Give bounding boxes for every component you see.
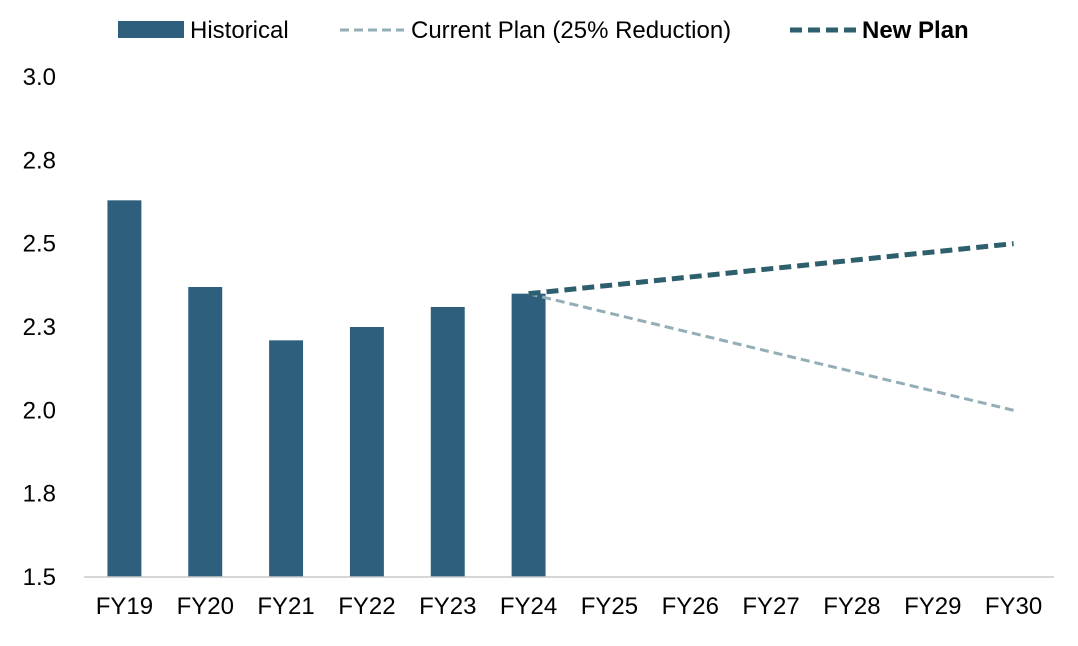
bars <box>107 200 546 578</box>
legend-label-current-plan: Current Plan (25% Reduction) <box>411 17 731 44</box>
x-tick-label: FY21 <box>257 593 314 620</box>
bar-fy19 <box>107 200 142 578</box>
x-tick-label: FY19 <box>96 593 153 620</box>
legend-label-new-plan: New Plan <box>862 17 969 44</box>
x-tick-label: FY29 <box>904 593 961 620</box>
current-plan-line <box>528 292 1014 412</box>
x-tick-label: FY22 <box>338 593 395 620</box>
bar-fy22 <box>349 327 384 577</box>
new-plan-line <box>528 241 1014 297</box>
x-tick-label: FY25 <box>581 593 638 620</box>
x-tick-label: FY23 <box>419 593 476 620</box>
y-tick-label: 1.8 <box>23 481 56 508</box>
plan-lines <box>528 241 1014 412</box>
y-tick-label: 2.3 <box>23 314 56 341</box>
legend-label-historical: Historical <box>190 17 289 44</box>
y-tick-label: 2.5 <box>23 231 56 258</box>
x-tick-label: FY24 <box>500 593 557 620</box>
y-tick-label: 2.0 <box>23 397 56 424</box>
bar-fy20 <box>188 287 223 577</box>
x-tick-label: FY30 <box>985 593 1042 620</box>
x-axis-labels: FY19 FY20 FY21 FY22 FY23 FY24 FY25 FY26 FY27 FY28… <box>96 593 1043 620</box>
x-tick-label: FY27 <box>742 593 799 620</box>
x-tick-label: FY26 <box>662 593 719 620</box>
bar-fy21 <box>269 340 304 577</box>
y-tick-label: 3.0 <box>23 64 56 91</box>
y-tick-label: 1.5 <box>23 564 56 591</box>
x-tick-label: FY20 <box>177 593 234 620</box>
y-axis-ticks: 1.5 1.8 2.0 2.3 2.5 2.8 3.0 <box>23 64 56 591</box>
x-tick-label: FY28 <box>823 593 880 620</box>
legend: Historical Current Plan (25% Reduction) … <box>118 17 969 44</box>
legend-swatch-historical <box>118 21 184 38</box>
bar-fy24 <box>511 293 546 577</box>
bar-fy23 <box>430 307 465 577</box>
y-tick-label: 2.8 <box>23 147 56 174</box>
